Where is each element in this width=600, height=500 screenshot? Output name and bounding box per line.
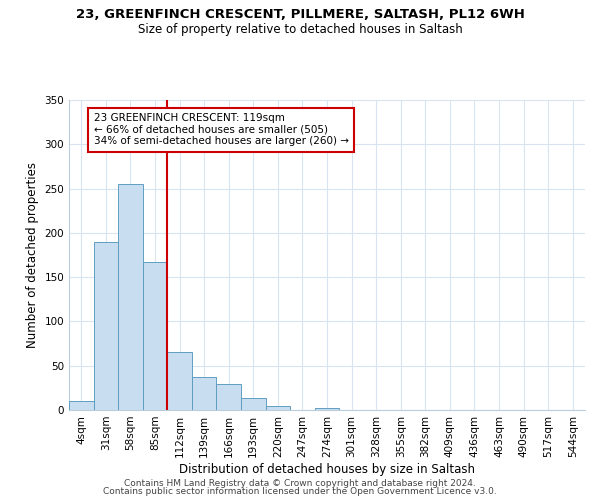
Bar [167, 352, 192, 410]
Bar [217, 384, 241, 410]
Bar [143, 262, 167, 410]
Text: 23 GREENFINCH CRESCENT: 119sqm
← 66% of detached houses are smaller (505)
34% of: 23 GREENFINCH CRESCENT: 119sqm ← 66% of … [94, 114, 349, 146]
Bar [266, 406, 290, 410]
Bar [192, 377, 217, 410]
Y-axis label: Number of detached properties: Number of detached properties [26, 162, 39, 348]
Bar [94, 242, 118, 410]
Bar [69, 401, 94, 410]
Bar [315, 408, 339, 410]
Text: 23, GREENFINCH CRESCENT, PILLMERE, SALTASH, PL12 6WH: 23, GREENFINCH CRESCENT, PILLMERE, SALTA… [76, 8, 524, 20]
Text: Size of property relative to detached houses in Saltash: Size of property relative to detached ho… [137, 22, 463, 36]
Text: Contains HM Land Registry data © Crown copyright and database right 2024.: Contains HM Land Registry data © Crown c… [124, 478, 476, 488]
Bar [241, 398, 266, 410]
X-axis label: Distribution of detached houses by size in Saltash: Distribution of detached houses by size … [179, 462, 475, 475]
Text: Contains public sector information licensed under the Open Government Licence v3: Contains public sector information licen… [103, 487, 497, 496]
Bar [118, 184, 143, 410]
